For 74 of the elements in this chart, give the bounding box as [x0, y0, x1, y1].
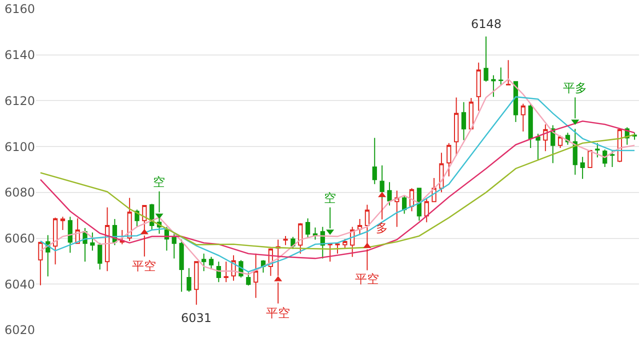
candlestick — [498, 66, 504, 86]
data-label: 多 — [376, 221, 388, 235]
candlestick — [484, 36, 488, 82]
y-tick-label: 6120 — [4, 94, 35, 108]
candlestick — [172, 233, 176, 259]
candlestick — [424, 198, 429, 223]
candlestick — [528, 103, 533, 148]
candlestick — [328, 244, 332, 262]
candlestick — [98, 242, 102, 270]
candlestick — [536, 133, 540, 162]
y-tick-label: 6140 — [4, 48, 35, 62]
candlestick — [446, 142, 452, 177]
y-tick-label: 6020 — [4, 323, 35, 338]
candlestick — [335, 243, 340, 254]
candlestick — [246, 272, 251, 286]
data-label: 平空 — [266, 306, 290, 320]
candlestick — [127, 197, 132, 242]
candlestick — [142, 205, 147, 231]
candlestick — [588, 150, 592, 168]
candlestick — [580, 156, 585, 180]
candlestick — [476, 62, 481, 112]
text: 6031 — [181, 311, 212, 325]
candlestick — [216, 261, 221, 283]
line-series — [40, 120, 636, 260]
candlestick — [394, 190, 400, 228]
candlestick — [520, 103, 526, 132]
candlestick — [305, 218, 310, 239]
candlestick — [461, 102, 466, 141]
candlestick — [491, 74, 496, 98]
candlestick — [202, 253, 206, 272]
candlestick — [543, 124, 548, 152]
candlestick — [610, 150, 615, 168]
line-series — [40, 134, 636, 250]
text: 6148 — [471, 17, 502, 31]
candlestick — [372, 137, 377, 185]
y-tick-label: 6080 — [4, 186, 35, 200]
candlestick — [164, 226, 170, 252]
point — [363, 242, 372, 248]
candlestick — [468, 97, 474, 130]
candlestick — [572, 128, 578, 176]
candlestick — [342, 238, 348, 250]
candlestick — [38, 242, 43, 286]
y-tick-label: 6100 — [4, 140, 35, 154]
point — [378, 192, 386, 198]
data-label: 平多 — [563, 81, 587, 95]
candlestick — [283, 235, 288, 246]
candlestick — [208, 256, 214, 270]
candlestick — [186, 268, 192, 292]
candlestick — [68, 216, 72, 254]
y-tick-label: 6060 — [4, 231, 35, 246]
candlestick — [439, 152, 444, 193]
candlestick — [60, 216, 66, 231]
data-label: 空 — [324, 191, 336, 205]
y-tick-label: 6160 — [4, 2, 35, 16]
candlestick — [52, 217, 58, 265]
candlestick — [558, 134, 563, 148]
candlestick — [387, 182, 392, 206]
data-label: 空 — [153, 175, 165, 189]
candlestick — [253, 253, 258, 298]
candlestick — [506, 60, 511, 86]
candlestick — [290, 236, 296, 250]
candlestick — [104, 206, 110, 272]
candlestick — [454, 97, 459, 156]
candlestick — [90, 232, 95, 252]
candlestick — [224, 261, 228, 283]
candlestick — [416, 188, 422, 222]
y-tick-label: 6040 — [4, 277, 35, 292]
candlestick — [402, 194, 407, 214]
candlestick — [595, 142, 600, 158]
data-label: 平空 — [355, 272, 379, 286]
data-label: 平空 — [132, 259, 156, 273]
candlestick — [179, 239, 184, 292]
candlestick — [194, 260, 199, 306]
candlestick — [513, 81, 518, 123]
